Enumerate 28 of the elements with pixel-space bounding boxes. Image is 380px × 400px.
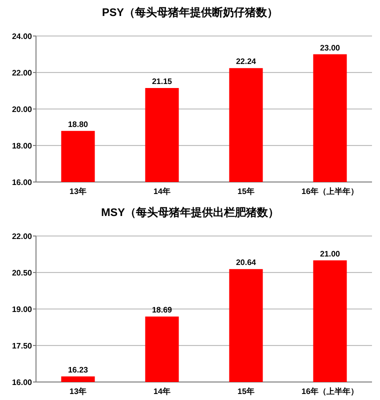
data-label: 21.15: [152, 77, 173, 86]
y-tick-label: 18.00: [12, 142, 33, 150]
x-tick-label: 13年: [70, 387, 86, 396]
y-tick-label: 19.00: [12, 305, 33, 314]
y-tick-label: 17.50: [12, 342, 33, 350]
y-tick-label: 16.00: [12, 178, 33, 187]
y-tick-label: 22.00: [12, 68, 33, 78]
x-tick-label: 13年: [70, 187, 86, 196]
data-label: 23.00: [320, 43, 341, 52]
chart-title: MSY（每头母猪年提供出栏肥猪数）: [101, 206, 279, 219]
data-label: 18.80: [68, 120, 89, 129]
data-label: 20.64: [236, 258, 257, 268]
x-tick-label: 14年: [154, 387, 170, 396]
x-tick-label: 16年（上半年）: [302, 387, 358, 396]
x-tick-label: 16年（上半年）: [302, 187, 358, 196]
y-tick-label: 20.50: [12, 268, 33, 278]
y-tick-label: 16.00: [12, 378, 33, 387]
chart-title: PSY（每头母猪年提供断奶仔猪数）: [102, 6, 278, 19]
y-tick-label: 24.00: [12, 32, 33, 41]
x-tick-label: 15年: [238, 387, 254, 396]
data-label: 18.69: [152, 306, 173, 315]
x-tick-label: 14年: [154, 187, 170, 196]
data-label: 22.24: [236, 57, 257, 66]
y-tick-label: 22.00: [12, 232, 33, 241]
data-label: 16.23: [68, 365, 89, 374]
data-label: 21.00: [320, 249, 341, 258]
x-tick-label: 15年: [238, 187, 254, 196]
y-tick-label: 20.00: [12, 105, 33, 114]
